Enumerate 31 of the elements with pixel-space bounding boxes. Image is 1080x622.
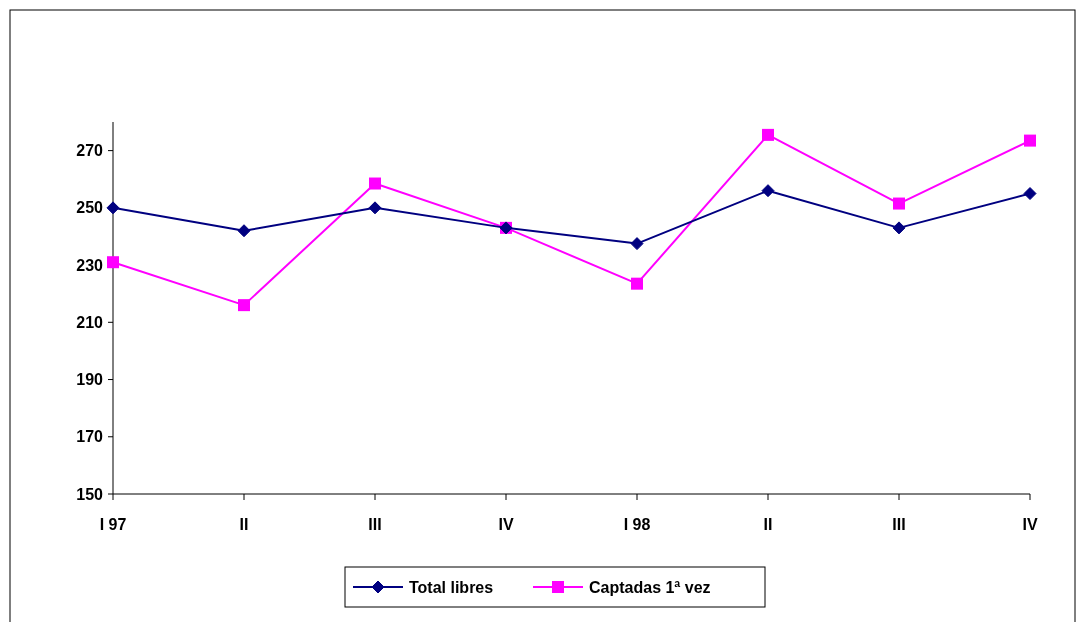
x-tick-label: IV bbox=[1022, 516, 1038, 533]
y-tick-label: 250 bbox=[76, 199, 104, 217]
point bbox=[893, 197, 905, 210]
y-tick-label: 170 bbox=[76, 428, 104, 446]
x-tick-label: I 97 bbox=[99, 516, 127, 533]
point bbox=[630, 237, 644, 251]
point bbox=[106, 201, 120, 215]
x-tick-label: II bbox=[763, 516, 773, 533]
legend-label: Total libres bbox=[409, 578, 494, 596]
y-tick-label: 270 bbox=[76, 142, 104, 160]
x-tick-label: II bbox=[239, 516, 249, 533]
y-tick-label: 190 bbox=[76, 371, 104, 389]
y-tick-label: 150 bbox=[76, 485, 104, 503]
point bbox=[1023, 187, 1037, 201]
x-tick-label: III bbox=[368, 516, 382, 533]
point bbox=[107, 256, 119, 269]
legend-label: Captadas 1ª vez bbox=[589, 578, 711, 596]
x-tick-label: III bbox=[892, 516, 906, 533]
point bbox=[238, 299, 250, 312]
point bbox=[1024, 134, 1036, 147]
point bbox=[761, 184, 775, 198]
y-tick-label: 210 bbox=[76, 313, 104, 331]
point bbox=[762, 128, 774, 141]
y-tick-label: 230 bbox=[76, 256, 104, 274]
point bbox=[368, 201, 382, 215]
point bbox=[237, 224, 251, 238]
x-tick-label: I 98 bbox=[623, 516, 651, 533]
point bbox=[631, 277, 643, 290]
point bbox=[892, 221, 906, 235]
x-tick-label: IV bbox=[498, 516, 514, 533]
point bbox=[369, 177, 381, 190]
